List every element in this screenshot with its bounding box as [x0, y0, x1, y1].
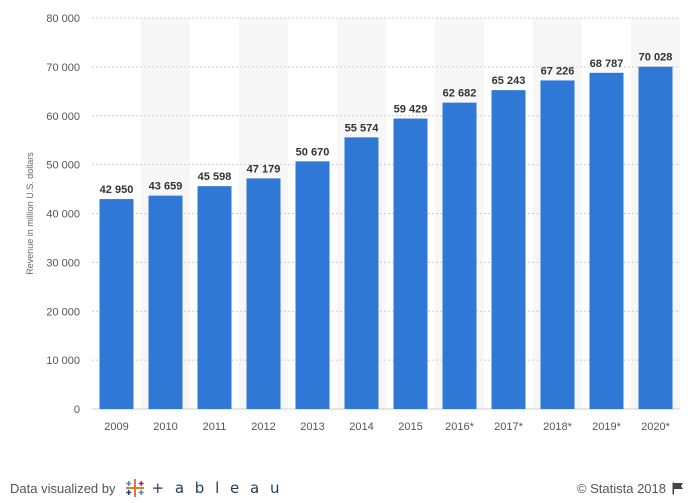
data-label: 70 028	[639, 52, 673, 64]
tableau-cross-logo-icon	[125, 479, 144, 497]
gridlines	[92, 17, 680, 410]
bars	[99, 66, 673, 410]
data-visualized-by[interactable]: Data visualized by + a b l e a u	[10, 477, 283, 499]
data-labels: 42 950 43 659 45 598 47 179 50 670 55 574 59 4…	[100, 52, 673, 196]
data-label: 43 659	[149, 181, 183, 193]
x-tick-label: 2019*	[592, 421, 621, 433]
bar[interactable]	[491, 90, 526, 409]
bar[interactable]	[393, 118, 428, 409]
x-tick-label: 2012	[251, 421, 275, 433]
statista-copyright: © Statista 2018	[576, 480, 666, 496]
y-tick-label: 40 000	[46, 209, 80, 221]
x-tick-label: 2010	[153, 421, 177, 433]
x-tick-label: 2009	[104, 421, 128, 433]
flag-icon[interactable]	[672, 482, 684, 495]
data-label: 59 429	[394, 104, 428, 116]
bar[interactable]	[589, 72, 624, 410]
bar[interactable]	[246, 178, 281, 409]
y-tick-label: 60 000	[46, 111, 80, 123]
bar[interactable]	[638, 66, 673, 409]
x-tick-label: 2020*	[641, 421, 670, 433]
bar[interactable]	[295, 161, 330, 409]
y-tick-label: 10 000	[46, 355, 80, 367]
x-tick-label: 2016*	[445, 421, 474, 433]
data-label: 42 950	[100, 184, 134, 196]
y-axis-ticks: 0 10 000 20 000 30 000 40 000 50 000 60 000 70 …	[46, 13, 80, 416]
data-label: 45 598	[198, 171, 232, 183]
data-label: 50 670	[296, 146, 330, 158]
data-label: 62 682	[443, 88, 477, 100]
x-tick-label: 2018*	[543, 421, 572, 433]
data-visualized-by-text: Data visualized by	[10, 480, 116, 496]
y-tick-label: 70 000	[46, 62, 80, 74]
bar[interactable]	[99, 199, 134, 409]
tableau-logo[interactable]: + a b l e a u	[124, 477, 283, 499]
bar[interactable]	[148, 195, 183, 409]
x-tick-label: 2011	[203, 421, 227, 433]
y-tick-label: 20 000	[46, 306, 80, 318]
bar[interactable]	[344, 137, 379, 409]
x-tick-label: 2015	[398, 421, 422, 433]
data-label: 55 574	[345, 122, 380, 134]
bar[interactable]	[540, 80, 575, 409]
x-axis-ticks: 2009 2010 2011 2012 2013 2014 2015 2016* 2017* 20…	[104, 421, 670, 433]
data-label: 68 787	[590, 58, 624, 70]
revenue-bar-chart: 42 950 43 659 45 598 47 179 50 670 55 574 59 4…	[25, 13, 680, 433]
data-label: 67 226	[541, 65, 575, 77]
x-tick-label: 2013	[300, 421, 324, 433]
y-axis-label: Revenue in million U.S. dollars	[25, 152, 35, 275]
bar[interactable]	[197, 186, 232, 409]
statista-credit[interactable]: © Statista 2018	[577, 477, 684, 499]
bar[interactable]	[442, 102, 477, 409]
data-label: 47 179	[247, 163, 281, 175]
data-label: 65 243	[492, 75, 526, 87]
tableau-wordmark: + a b l e a u	[151, 479, 283, 497]
x-tick-label: 2014	[349, 421, 373, 433]
y-tick-label: 50 000	[46, 160, 80, 172]
y-tick-label: 80 000	[46, 13, 80, 25]
y-tick-label: 0	[74, 404, 80, 416]
y-tick-label: 30 000	[46, 257, 80, 269]
x-tick-label: 2017*	[494, 421, 523, 433]
